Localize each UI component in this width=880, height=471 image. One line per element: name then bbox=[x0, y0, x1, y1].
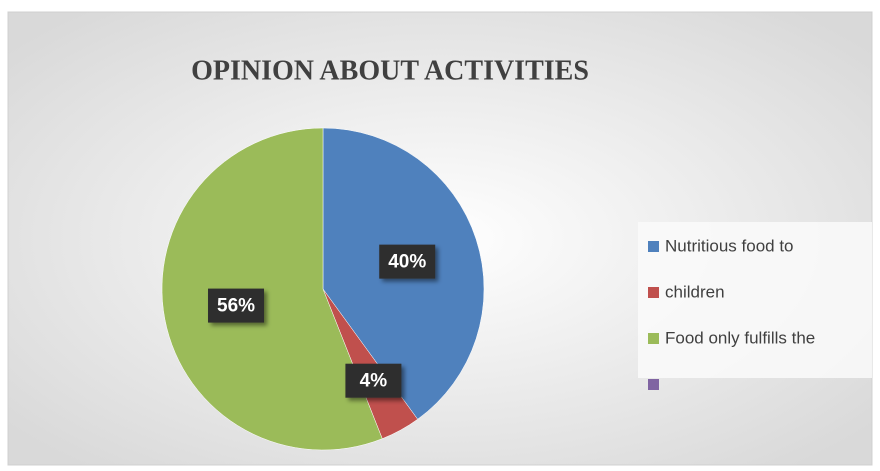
data-label-text: 40% bbox=[388, 252, 426, 273]
chart-title: OPINION ABOUT ACTIVITIES bbox=[191, 55, 589, 86]
legend-box bbox=[638, 222, 872, 378]
data-label: 56% bbox=[208, 288, 265, 323]
legend-swatch bbox=[648, 287, 659, 298]
legend-swatch bbox=[648, 379, 659, 390]
data-label-text: 56% bbox=[217, 296, 255, 317]
data-label-text: 4% bbox=[360, 371, 388, 392]
legend-label: children bbox=[665, 282, 725, 301]
legend-swatch bbox=[648, 241, 659, 252]
legend-swatch bbox=[648, 333, 659, 344]
legend-label: Nutritious food to bbox=[665, 236, 794, 255]
data-label: 4% bbox=[345, 363, 402, 398]
data-label-box bbox=[379, 244, 436, 279]
data-label: 40% bbox=[379, 244, 436, 279]
legend-label: Food only fulfills the bbox=[665, 328, 815, 347]
data-label-box bbox=[208, 288, 265, 323]
pie-slice bbox=[161, 127, 383, 451]
data-label-box bbox=[345, 363, 402, 398]
